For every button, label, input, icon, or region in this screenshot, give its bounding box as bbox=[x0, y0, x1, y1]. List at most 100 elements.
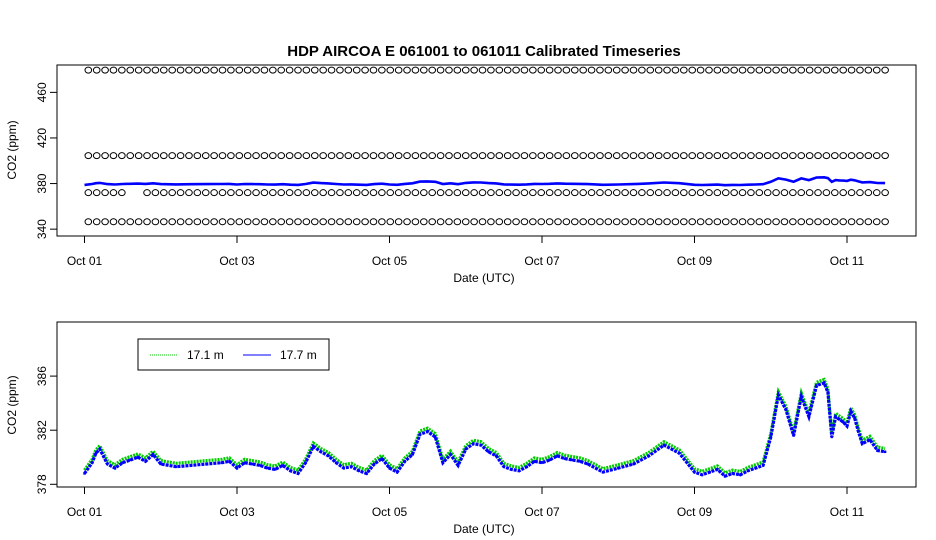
calibration-point bbox=[403, 218, 411, 226]
series-17-7m-point bbox=[495, 454, 498, 458]
calibration-point bbox=[134, 218, 143, 226]
calibration-point bbox=[235, 189, 244, 197]
calibration-point bbox=[529, 189, 537, 197]
calibration-point bbox=[126, 66, 135, 74]
calibration-point bbox=[654, 66, 663, 74]
series-17-7m-point bbox=[395, 470, 399, 474]
calibration-point bbox=[529, 66, 537, 74]
calibration-point bbox=[436, 66, 445, 74]
calibration-point bbox=[570, 189, 579, 197]
top-sample-line bbox=[84, 175, 886, 187]
series-17-7m-point bbox=[845, 424, 849, 428]
calibration-point bbox=[352, 152, 361, 160]
calibration-point bbox=[201, 152, 210, 160]
calibration-point bbox=[386, 152, 395, 160]
calibration-point bbox=[755, 189, 764, 197]
calibration-point bbox=[881, 66, 889, 74]
calibration-point bbox=[160, 66, 168, 74]
calibration-point bbox=[805, 66, 814, 74]
calibration-point bbox=[210, 66, 218, 74]
calibration-point bbox=[738, 66, 747, 74]
calibration-point bbox=[629, 152, 638, 160]
calibration-point bbox=[134, 152, 143, 160]
calibration-point bbox=[193, 189, 202, 197]
bottom-series bbox=[83, 377, 887, 479]
calibration-point bbox=[344, 218, 353, 226]
top-plot-panel: Oct 01 Oct 03 Oct 05 Oct 07 Oct 09 Oct 11 340… bbox=[5, 64, 917, 285]
series-17-7m-point bbox=[190, 464, 193, 467]
bottom-x-axis: Oct 01 Oct 03 Oct 05 Oct 07 Oct 09 Oct 11 bbox=[67, 486, 865, 519]
series-17-7m-point bbox=[251, 462, 254, 466]
calibration-point bbox=[378, 66, 386, 74]
calibration-point bbox=[814, 66, 822, 74]
calibration-point bbox=[461, 189, 470, 197]
calibration-point bbox=[487, 189, 495, 197]
calibration-point bbox=[160, 218, 168, 226]
calibration-point bbox=[529, 218, 537, 226]
calibration-point bbox=[269, 152, 277, 160]
calibration-point bbox=[160, 189, 168, 197]
calibration-point bbox=[361, 152, 369, 160]
calibration-point bbox=[537, 66, 546, 74]
top-x-tick-label: Oct 05 bbox=[372, 254, 408, 268]
series-17-7m-point bbox=[266, 466, 269, 470]
calibration-point bbox=[302, 66, 311, 74]
series-17-7m-point bbox=[578, 460, 582, 463]
calibration-point bbox=[84, 189, 93, 197]
top-x-axis-label: Date (UTC) bbox=[453, 271, 514, 285]
calibration-point bbox=[411, 189, 420, 197]
bottom-plot-panel: Oct 01 Oct 03 Oct 05 Oct 07 Oct 09 Oct 11 378… bbox=[5, 321, 917, 536]
calibration-point bbox=[151, 152, 160, 160]
calibration-point bbox=[654, 218, 663, 226]
calibration-point bbox=[562, 152, 571, 160]
top-y-axis: 340 380 420 460 bbox=[35, 82, 57, 239]
calibration-point bbox=[445, 189, 453, 197]
calibration-point bbox=[403, 189, 411, 197]
series-17-7m-point bbox=[159, 462, 162, 466]
calibration-point bbox=[386, 218, 395, 226]
top-y-axis-label: CO2 (ppm) bbox=[5, 120, 19, 179]
series-17-7m-point bbox=[838, 418, 841, 421]
calibration-point bbox=[621, 66, 629, 74]
calibration-point bbox=[227, 152, 235, 160]
calibration-point bbox=[227, 218, 235, 226]
calibration-point bbox=[872, 66, 881, 74]
calibration-point bbox=[285, 66, 294, 74]
calibration-point bbox=[596, 152, 604, 160]
calibration-point bbox=[487, 152, 495, 160]
calibration-point bbox=[168, 66, 176, 74]
calibration-point bbox=[872, 218, 881, 226]
calibration-point bbox=[160, 152, 168, 160]
calibration-point bbox=[646, 218, 655, 226]
series-17-7m-point bbox=[418, 433, 422, 436]
calibration-point bbox=[688, 218, 697, 226]
calibration-point bbox=[789, 66, 797, 74]
calibration-point bbox=[856, 152, 864, 160]
calibration-point bbox=[478, 218, 487, 226]
legend: 17.1 m 17.7 m bbox=[137, 338, 330, 371]
calibration-point bbox=[302, 218, 311, 226]
calibration-point bbox=[118, 218, 126, 226]
calibration-point bbox=[218, 66, 227, 74]
calibration-point bbox=[680, 66, 688, 74]
calibration-point bbox=[420, 66, 428, 74]
calibration-point bbox=[428, 152, 437, 160]
calibration-point bbox=[570, 66, 579, 74]
calibration-point bbox=[277, 218, 286, 226]
calibration-point bbox=[696, 152, 705, 160]
series-17-7m-point bbox=[106, 462, 109, 466]
calibration-point bbox=[604, 189, 613, 197]
bottom-x-tick-label: Oct 01 bbox=[67, 505, 103, 519]
calibration-point bbox=[562, 66, 571, 74]
calibration-point bbox=[579, 152, 587, 160]
series-17-7m-point bbox=[601, 470, 605, 474]
series-17-7m-point bbox=[533, 460, 536, 463]
calibration-point bbox=[151, 66, 160, 74]
calibration-point bbox=[218, 218, 227, 226]
series-17-7m-point bbox=[525, 465, 528, 468]
calibration-point bbox=[344, 152, 353, 160]
calibration-point bbox=[831, 152, 839, 160]
calibration-point bbox=[352, 189, 361, 197]
series-17-7m-point bbox=[868, 438, 872, 441]
series-17-7m-point bbox=[617, 466, 620, 470]
